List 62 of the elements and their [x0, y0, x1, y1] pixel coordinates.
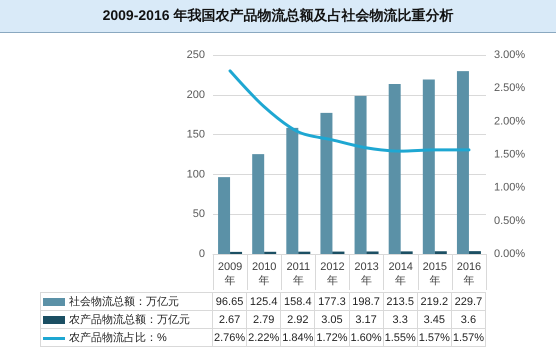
data-label: 229.7 — [451, 292, 486, 310]
bar — [286, 128, 298, 254]
legend-label: 农产品物流总额：万亿元 — [40, 310, 212, 328]
data-label: 1.57% — [417, 328, 452, 346]
y2-tick-label: 0.00% — [494, 248, 526, 260]
bar — [388, 84, 401, 254]
x-tick-label: 2012年 — [320, 261, 345, 287]
data-label: 1.84% — [280, 328, 315, 346]
line-series — [228, 69, 470, 153]
data-label: 219.2 — [417, 292, 452, 310]
y2-tick-label: 3.00% — [494, 49, 526, 61]
y2-tick-label: 1.50% — [494, 148, 526, 160]
data-label: 213.5 — [383, 292, 418, 310]
data-label: 3.17 — [349, 310, 384, 328]
bar — [252, 154, 264, 254]
y2-tick-label: 1.00% — [494, 182, 526, 194]
y-tick-label: 150 — [186, 128, 205, 141]
data-label: 1.55% — [383, 328, 418, 346]
chart-title: 2009-2016 年我国农产品物流总额及占社会物流比重分析 — [0, 0, 556, 33]
data-label: 198.7 — [349, 292, 384, 310]
y-tick-label: 200 — [186, 88, 205, 101]
data-label: 1.60% — [349, 328, 384, 346]
data-label: 177.3 — [314, 292, 349, 310]
data-label: 3.05 — [314, 310, 349, 328]
legend-label: 农产品物流占比：% — [40, 328, 212, 346]
data-label: 2.79 — [246, 310, 281, 328]
legend-label: 社会物流总额：万亿元 — [40, 292, 212, 310]
data-label: 96.65 — [212, 292, 247, 310]
data-label: 3.3 — [383, 310, 418, 328]
bar — [456, 71, 469, 254]
data-label: 1.57% — [451, 328, 486, 346]
x-tick-label: 2011年 — [286, 261, 310, 287]
bar — [354, 96, 367, 254]
data-label: 125.4 — [246, 292, 281, 310]
bar — [468, 251, 481, 254]
data-label: 2.76% — [212, 328, 247, 346]
data-label: 1.72% — [314, 328, 349, 346]
y-tick-label: 50 — [192, 208, 205, 220]
x-tick-label: 2016年 — [456, 261, 482, 287]
x-tick-label: 2014年 — [388, 261, 413, 287]
x-tick-label: 2015年 — [422, 261, 448, 287]
bar — [400, 251, 413, 254]
bar — [218, 177, 230, 254]
data-label: 2.22% — [246, 328, 281, 346]
data-label: 2.67 — [212, 310, 247, 328]
x-tick-label: 2013年 — [354, 261, 379, 287]
data-label: 3.45 — [417, 310, 452, 328]
y-tick-label: 250 — [186, 49, 205, 61]
x-tick-label: 2009年 — [218, 261, 242, 287]
data-label: 2.92 — [280, 310, 315, 328]
y-tick-label: 100 — [186, 168, 205, 180]
y-tick-label: 0 — [198, 248, 205, 260]
bar — [422, 80, 435, 254]
data-label: 3.6 — [451, 310, 486, 328]
y2-tick-label: 0.50% — [494, 214, 526, 227]
bar — [434, 251, 447, 254]
data-label: 158.4 — [280, 292, 315, 310]
y2-tick-label: 2.50% — [494, 82, 526, 94]
bar — [320, 112, 332, 254]
y2-tick-label: 2.00% — [494, 115, 526, 128]
bar — [366, 251, 379, 254]
x-tick-label: 2010年 — [252, 261, 276, 287]
